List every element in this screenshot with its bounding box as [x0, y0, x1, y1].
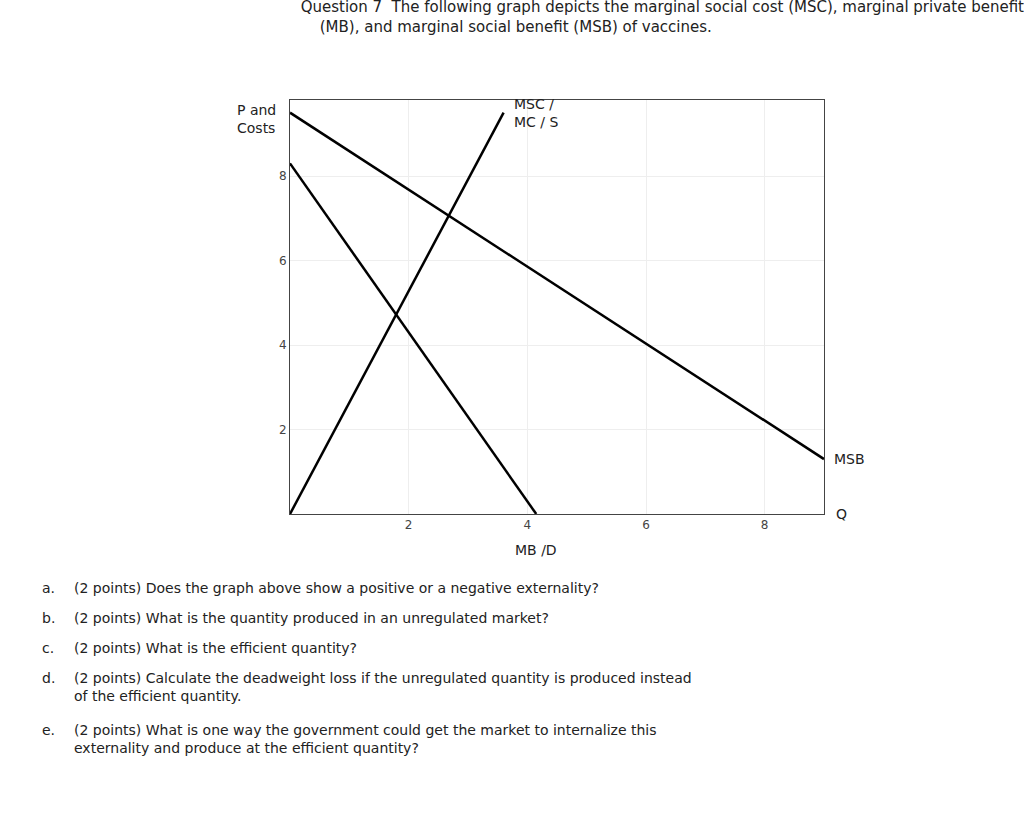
- svg-text:(2 points) What is one way the: (2 points) What is one way the governmen…: [74, 722, 657, 756]
- svg-text:MB /D: MB /D: [515, 542, 557, 558]
- svg-text:2: 2: [405, 518, 413, 532]
- svg-text:(2 points) Does the graph abov: (2 points) Does the graph above show a p…: [74, 580, 599, 596]
- svg-text:8: 8: [761, 518, 769, 532]
- svg-text:4: 4: [279, 338, 287, 352]
- svg-text:(2 points) What is the efficie: (2 points) What is the efficient quantit…: [74, 640, 357, 656]
- svg-text:(2 points) What is the quantit: (2 points) What is the quantity produced…: [74, 610, 549, 626]
- svg-text:MSC /MC / S: MSC /MC / S: [514, 96, 558, 130]
- svg-text:Question 7 The following grap: Question 7 The following graph depicts t…: [301, 0, 1024, 36]
- svg-text:c.: c.: [42, 640, 54, 656]
- svg-text:d.: d.: [42, 670, 55, 686]
- svg-text:e.: e.: [42, 722, 55, 738]
- svg-text:2: 2: [279, 423, 287, 437]
- svg-text:(2 points) Calculate the deadw: (2 points) Calculate the deadweight loss…: [74, 670, 692, 704]
- svg-text:P andCosts: P andCosts: [237, 102, 276, 136]
- svg-text:4: 4: [524, 518, 532, 532]
- svg-text:MSB: MSB: [834, 451, 865, 467]
- svg-text:a.: a.: [42, 580, 55, 596]
- svg-text:Q: Q: [836, 506, 847, 522]
- svg-text:b.: b.: [42, 610, 55, 626]
- svg-text:6: 6: [642, 518, 650, 532]
- svg-text:6: 6: [279, 254, 287, 268]
- svg-text:8: 8: [279, 169, 287, 183]
